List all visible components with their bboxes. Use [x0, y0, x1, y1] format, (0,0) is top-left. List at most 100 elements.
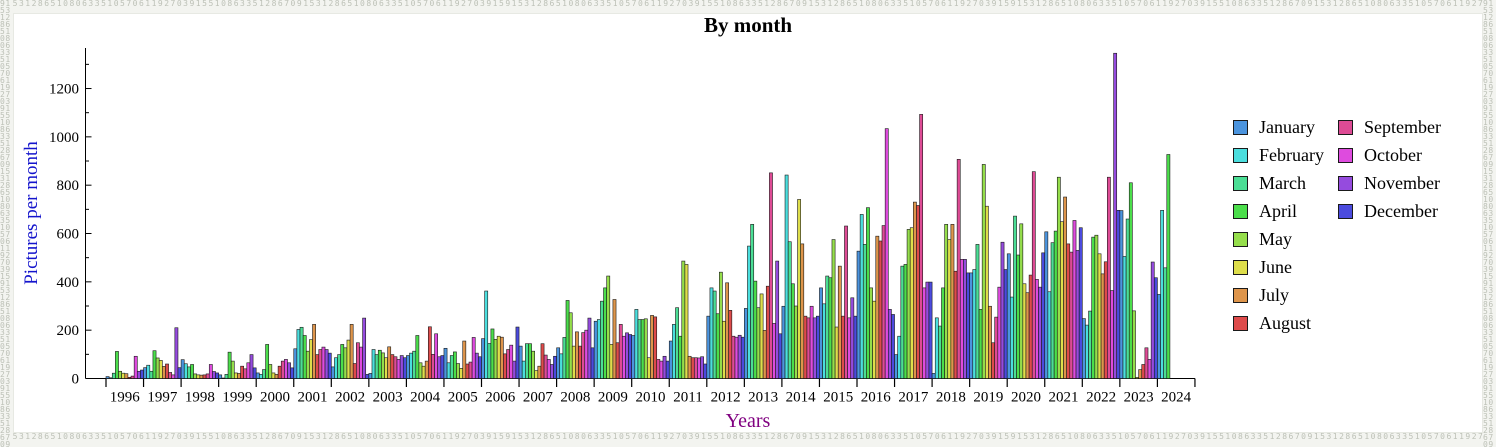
bar-2016-may — [869, 287, 873, 379]
bar-2005-october — [471, 337, 476, 379]
bar-2012-may — [719, 271, 723, 379]
bar-2006-july — [499, 336, 504, 379]
bar-2018-january — [931, 373, 936, 379]
bar-2020-november — [1038, 286, 1042, 379]
bar-2020-august — [1028, 274, 1033, 379]
legend-label: October — [1363, 144, 1422, 165]
bar-2005-november — [474, 352, 479, 379]
bar-2021-august — [1066, 243, 1071, 379]
bar-1996-october — [133, 355, 138, 379]
bar-2015-august — [841, 315, 845, 379]
bar-2023-may — [1132, 310, 1136, 379]
legend-swatch-april — [1233, 203, 1248, 219]
legend-column: September October November December — [1337, 113, 1441, 337]
bar-2018-july — [950, 224, 955, 379]
legend-column: January February March April May June July Augu… — [1233, 113, 1324, 337]
bar-2009-november — [625, 332, 629, 379]
bar-2023-november — [1150, 261, 1155, 379]
legend-swatch-february — [1233, 147, 1248, 163]
bar-2003-november — [399, 355, 404, 379]
bar-2003-december — [402, 357, 407, 379]
bar-2004-august — [427, 326, 432, 379]
bar-2019-january — [969, 272, 974, 379]
bar-2016-september — [881, 225, 886, 379]
bar-2007-may — [531, 350, 536, 379]
bars — [105, 52, 1171, 379]
bar-2007-october — [546, 359, 551, 379]
bar-2004-january — [406, 355, 410, 379]
x-tick-label: 2014 — [786, 390, 817, 406]
bar-1999-may — [230, 360, 235, 379]
bar-2008-january — [556, 347, 561, 379]
bar-2012-january — [706, 315, 711, 379]
bar-2016-january — [856, 250, 861, 379]
bar-2024-april — [1166, 154, 1171, 379]
bar-1998-may — [193, 373, 198, 379]
legend-item-september: September — [1337, 113, 1441, 141]
bar-2021-september — [1069, 251, 1074, 379]
bar-2020-february — [1010, 296, 1014, 379]
x-tick-label: 2010 — [635, 390, 665, 406]
x-tick-label: 2013 — [748, 390, 778, 406]
bar-2024-march — [1163, 267, 1168, 379]
bar-2010-march — [637, 319, 642, 379]
x-tick-label: 2021 — [1049, 390, 1079, 406]
bar-2014-march — [787, 241, 792, 379]
bar-2003-july — [387, 346, 392, 379]
bar-2010-august — [653, 316, 658, 379]
bar-1996-february — [108, 377, 113, 379]
bar-2017-june — [909, 227, 914, 379]
bar-2022-april — [1091, 236, 1096, 379]
bar-2011-april — [678, 335, 683, 379]
bar-2002-october — [359, 346, 363, 379]
bar-1997-november — [174, 327, 179, 379]
bar-2010-may — [643, 318, 648, 379]
bar-2008-august — [578, 345, 582, 379]
bar-2020-october — [1035, 279, 1039, 379]
bar-1996-november — [136, 370, 141, 379]
legend-item-june: June — [1233, 253, 1324, 281]
x-tick-label: 2020 — [1011, 390, 1041, 406]
bar-2002-february — [334, 357, 338, 379]
legend-item-february: February — [1233, 141, 1324, 169]
legend-swatch-december — [1337, 203, 1353, 219]
bar-2023-december — [1153, 277, 1158, 379]
bar-2021-january — [1044, 231, 1049, 379]
bar-2002-august — [352, 363, 357, 379]
bar-2006-october — [509, 344, 514, 379]
x-tick-label: 2009 — [598, 390, 628, 406]
bar-1999-march — [224, 374, 229, 379]
bar-1999-december — [252, 367, 257, 379]
bar-2018-december — [966, 272, 970, 379]
bar-2006-march — [487, 343, 492, 379]
x-tick-label: 2005 — [448, 390, 478, 406]
x-tick-label: 2018 — [936, 390, 966, 406]
x-axis-title: Years — [725, 410, 771, 432]
legend-item-november: November — [1337, 169, 1441, 197]
bar-2021-may — [1056, 176, 1061, 379]
bar-2022-july — [1100, 273, 1105, 379]
bar-2009-august — [615, 342, 620, 379]
bar-2014-february — [784, 174, 789, 379]
y-tick-label: 800 — [57, 178, 80, 194]
bar-2005-december — [478, 356, 482, 379]
bar-2013-december — [778, 333, 783, 379]
bar-2017-september — [919, 114, 924, 379]
bar-2023-september — [1144, 347, 1149, 379]
bar-2008-september — [581, 332, 586, 379]
legend-item-january: January — [1233, 113, 1324, 141]
legend-item-august: August — [1233, 309, 1324, 337]
bar-2014-september — [806, 317, 811, 379]
bar-2007-june — [534, 370, 539, 379]
bar-2018-march — [938, 325, 942, 379]
bar-1999-january — [218, 374, 223, 379]
bar-2003-march — [374, 354, 379, 379]
bar-2020-march — [1013, 215, 1017, 379]
bar-2021-november — [1075, 250, 1080, 379]
bar-1999-october — [246, 362, 251, 379]
x-tick-label: 2008 — [560, 390, 590, 406]
bar-2003-april — [377, 349, 382, 379]
bar-2013-august — [765, 285, 770, 379]
bar-2017-january — [894, 354, 898, 379]
